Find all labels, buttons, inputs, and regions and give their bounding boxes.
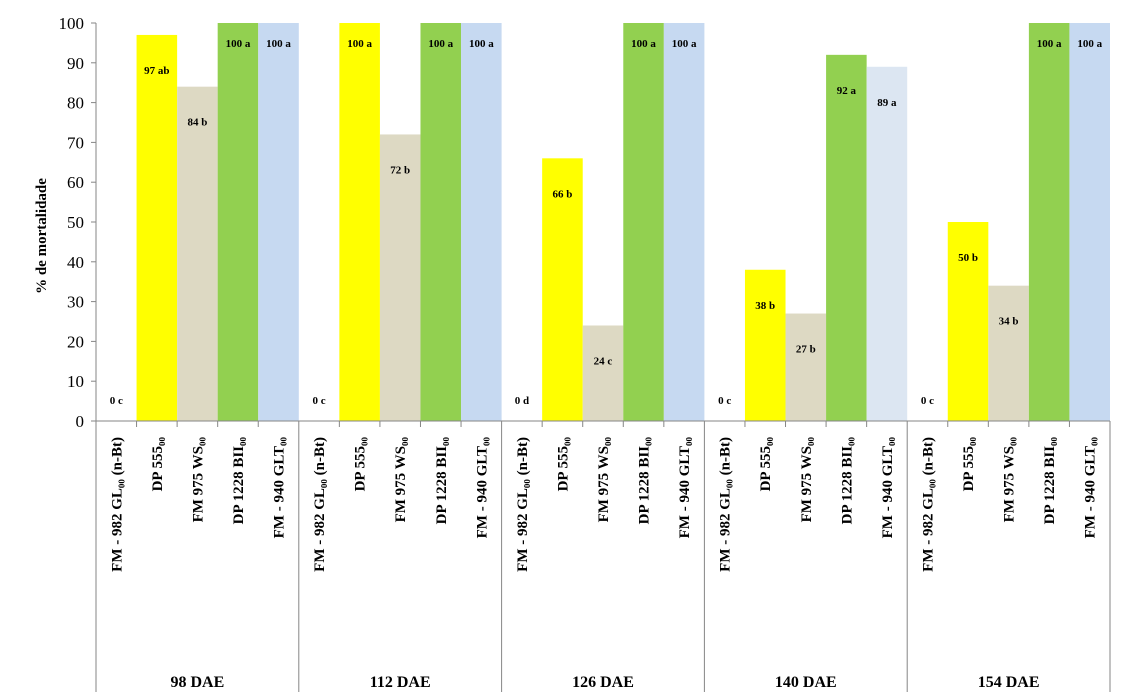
y-tick-label: 0 — [76, 412, 85, 431]
bar-0-1 — [136, 34, 178, 421]
data-label: 50 b — [958, 252, 978, 264]
group-label: 112 DAE — [370, 674, 431, 691]
bar-1-1 — [339, 23, 380, 421]
y-tick-label: 30 — [67, 293, 84, 312]
category-label: FM 975 WS₀₀ — [799, 437, 815, 523]
data-label: 0 c — [313, 395, 326, 407]
bar-2-1 — [542, 158, 583, 421]
data-label: 72 b — [390, 164, 410, 176]
data-label: 66 b — [553, 188, 573, 200]
data-label: 0 d — [515, 395, 529, 407]
category-label: FM - 940 GLT₀₀ — [272, 437, 288, 539]
category-label: FM - 982 GL₀₀ (n-Bt) — [920, 437, 936, 572]
group-label: 98 DAE — [171, 674, 225, 691]
data-label: 84 b — [187, 117, 207, 129]
data-label: 100 a — [347, 38, 372, 50]
data-label: 100 a — [469, 38, 494, 50]
group-label: 154 DAE — [978, 674, 1040, 691]
data-label: 100 a — [428, 38, 453, 50]
data-label: 0 c — [718, 395, 731, 407]
y-tick-label: 20 — [67, 332, 84, 351]
category-label: DP 555₀₀ — [555, 437, 571, 492]
category-label: DP 1228 BII₀₀ — [637, 436, 653, 524]
data-label: 38 b — [755, 300, 775, 312]
group-label: 140 DAE — [775, 674, 837, 691]
data-label: 34 b — [999, 316, 1019, 328]
data-label: 92 a — [837, 85, 857, 97]
bar-1-2 — [379, 134, 421, 421]
bar-3-2 — [785, 313, 827, 421]
y-tick-label: 70 — [67, 133, 84, 152]
data-label: 89 a — [877, 97, 897, 109]
category-label: FM 975 WS₀₀ — [596, 437, 612, 523]
category-label: DP 1228 BII₀₀ — [434, 436, 450, 524]
category-label: FM - 982 GL₀₀ (n-Bt) — [312, 437, 328, 572]
bar-2-2 — [582, 325, 624, 421]
y-tick-label: 100 — [59, 14, 85, 33]
y-tick-label: 60 — [67, 173, 84, 192]
bar-3-3 — [826, 54, 867, 422]
bar-3-4 — [866, 66, 908, 421]
category-label: DP 1228 BII₀₀ — [231, 436, 247, 524]
y-tick-label: 80 — [67, 94, 84, 113]
bar-0-2 — [177, 86, 218, 422]
category-label: FM 975 WS₀₀ — [393, 437, 409, 523]
data-label: 24 c — [594, 355, 613, 367]
data-label: 27 b — [796, 344, 816, 356]
category-label: DP 555₀₀ — [961, 437, 977, 492]
data-label: 100 a — [1037, 38, 1062, 50]
bar-1-3 — [420, 23, 462, 421]
category-label: FM - 940 GLT₀₀ — [677, 437, 693, 539]
category-label: DP 555₀₀ — [758, 437, 774, 492]
bar-1-4 — [461, 23, 502, 421]
category-label: DP 555₀₀ — [150, 437, 166, 492]
bar-3-1 — [744, 269, 786, 421]
bar-0-3 — [217, 23, 259, 421]
data-label: 100 a — [266, 38, 291, 50]
data-label: 100 a — [1077, 38, 1102, 50]
category-label: DP 1228 BII₀₀ — [1042, 436, 1058, 524]
bar-2-3 — [623, 23, 664, 421]
category-label: FM 975 WS₀₀ — [190, 437, 206, 523]
category-label: FM - 940 GLT₀₀ — [880, 437, 896, 539]
category-label: FM - 940 GLT₀₀ — [1083, 437, 1099, 539]
category-label: FM - 982 GL₀₀ (n-Bt) — [718, 437, 734, 572]
bar-2-4 — [663, 23, 705, 421]
category-label: FM - 982 GL₀₀ (n-Bt) — [109, 437, 125, 572]
y-tick-label: 10 — [67, 372, 84, 391]
bar-4-2 — [988, 285, 1029, 421]
bar-4-1 — [947, 222, 989, 421]
y-tick-label: 50 — [67, 213, 84, 232]
data-label: 100 a — [672, 38, 697, 50]
category-label: FM 975 WS₀₀ — [1002, 437, 1018, 523]
data-label: 100 a — [631, 38, 656, 50]
bar-4-4 — [1069, 23, 1110, 421]
category-label: FM - 940 GLT₀₀ — [474, 437, 490, 539]
bar-4-3 — [1028, 23, 1070, 421]
data-label: 0 c — [921, 395, 934, 407]
y-tick-label: 90 — [67, 54, 84, 73]
y-axis-label: % de mortalidade — [34, 178, 50, 294]
category-label: DP 1228 BII₀₀ — [839, 436, 855, 524]
category-label: DP 555₀₀ — [353, 437, 369, 492]
bar-0-4 — [258, 23, 299, 421]
data-label: 100 a — [226, 38, 251, 50]
group-label: 126 DAE — [572, 674, 634, 691]
data-label: 0 c — [110, 395, 123, 407]
data-label: 97 ab — [144, 65, 169, 77]
category-label: FM - 982 GL₀₀ (n-Bt) — [515, 437, 531, 572]
y-tick-label: 40 — [67, 253, 84, 272]
